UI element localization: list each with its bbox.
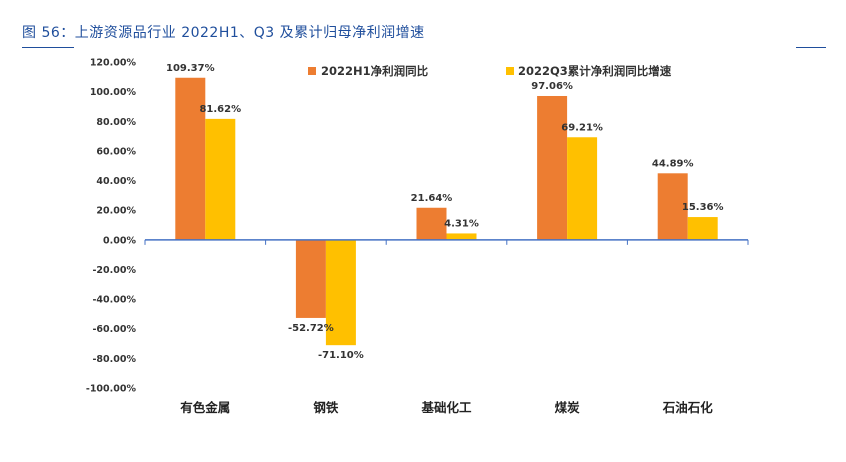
category-label: 基础化工 <box>420 400 472 415</box>
legend-label-series-1: 2022H1净利润同比 <box>321 64 429 78</box>
bar-series-2 <box>205 118 236 240</box>
y-tick-label: 100.00% <box>90 87 137 98</box>
data-label-series-2: 15.36% <box>682 202 724 213</box>
legend-swatch-series-1 <box>308 67 316 75</box>
category-labels: 有色金属 钢铁 基础化工 煤炭 石油石化 <box>180 400 713 415</box>
y-tick-label: 40.00% <box>96 176 136 187</box>
bar-series-1 <box>537 95 568 240</box>
data-label-series-2: 4.31% <box>444 218 479 229</box>
title-rule-right <box>796 47 826 48</box>
data-label-series-1: 44.89% <box>652 158 694 169</box>
y-tick-label: -60.00% <box>92 324 136 335</box>
bar-series-2 <box>687 217 718 240</box>
data-label-series-2: 69.21% <box>561 122 603 133</box>
legend: 2022H1净利润同比 2022Q3累计净利润同比增速 <box>308 64 672 78</box>
figure-title: 图 56：上游资源品行业 2022H1、Q3 及累计归母净利润增速 <box>22 25 425 41</box>
y-tick-label: -100.00% <box>86 384 137 395</box>
bar-series-1 <box>175 77 206 240</box>
data-label-series-1: 109.37% <box>166 63 215 74</box>
y-tick-label: -20.00% <box>92 265 136 276</box>
bar-series-1 <box>416 207 447 240</box>
y-tick-label: 0.00% <box>103 235 136 246</box>
bars <box>175 77 718 346</box>
y-tick-label: -80.00% <box>92 354 136 365</box>
bar-series-2 <box>446 233 477 240</box>
category-label: 煤炭 <box>555 400 581 415</box>
bar-series-2 <box>567 137 598 240</box>
legend-label-series-2: 2022Q3累计净利润同比增速 <box>518 64 672 78</box>
data-label-series-2: 81.62% <box>199 104 241 115</box>
title-rule-left <box>22 47 74 48</box>
y-tick-label: 60.00% <box>96 146 136 157</box>
data-label-series-1: 97.06% <box>531 81 573 92</box>
data-labels: 109.37% -52.72% 21.64% 97.06% 44.89% 81.62% -7… <box>166 63 724 361</box>
y-tick-label: 80.00% <box>96 117 136 128</box>
data-label-series-1: -52.72% <box>288 323 334 334</box>
x-axis-tick-marks <box>144 239 749 245</box>
bar-series-1 <box>657 173 688 240</box>
y-tick-label: 120.00% <box>90 58 137 69</box>
bar-series-1 <box>295 239 326 318</box>
y-axis-ticks: 120.00% 100.00% 80.00% 60.00% 40.00% 20.00% 0.… <box>86 58 137 395</box>
category-label: 有色金属 <box>180 400 230 415</box>
bar-series-2 <box>325 239 356 346</box>
y-tick-label: 20.00% <box>96 206 136 217</box>
data-label-series-1: 21.64% <box>411 193 453 204</box>
y-tick-label: -40.00% <box>92 295 136 306</box>
category-label: 钢铁 <box>313 400 339 415</box>
legend-swatch-series-2 <box>506 67 514 75</box>
data-label-series-2: -71.10% <box>318 350 364 361</box>
category-label: 石油石化 <box>662 400 714 415</box>
